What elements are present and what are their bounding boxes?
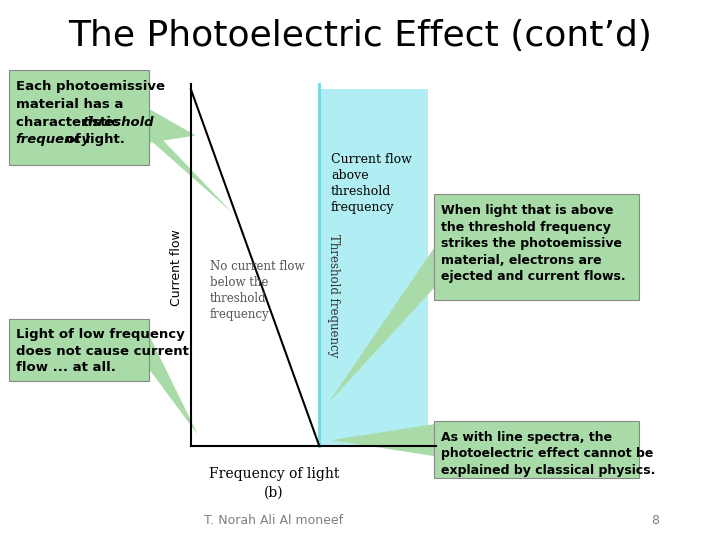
Text: Frequency of light: Frequency of light: [209, 467, 339, 481]
Polygon shape: [328, 246, 436, 403]
Bar: [319, 89, 428, 446]
Text: Each photoemissive: Each photoemissive: [16, 80, 165, 93]
Text: (b): (b): [264, 486, 284, 500]
FancyBboxPatch shape: [434, 194, 639, 300]
FancyBboxPatch shape: [9, 70, 149, 165]
Text: 8: 8: [651, 514, 660, 526]
Text: Current flow: Current flow: [170, 229, 184, 306]
Polygon shape: [148, 108, 196, 143]
Text: As with line spectra, the
photoelectric effect cannot be
explained by classical : As with line spectra, the photoelectric …: [441, 431, 656, 477]
Polygon shape: [331, 424, 436, 456]
FancyBboxPatch shape: [9, 319, 149, 381]
Text: of light.: of light.: [61, 133, 125, 146]
Text: T. Norah Ali Al moneef: T. Norah Ali Al moneef: [204, 514, 343, 526]
Text: frequency: frequency: [16, 133, 91, 146]
Text: When light that is above
the threshold frequency
strikes the photoemissive
mater: When light that is above the threshold f…: [441, 204, 626, 283]
Polygon shape: [148, 124, 233, 214]
FancyBboxPatch shape: [434, 421, 639, 478]
Text: characteristic: characteristic: [16, 116, 123, 129]
Text: Light of low frequency
does not cause current
flow ... at all.: Light of low frequency does not cause cu…: [16, 328, 189, 374]
Text: material has a: material has a: [16, 98, 123, 111]
Text: The Photoelectric Effect (cont’d): The Photoelectric Effect (cont’d): [68, 19, 652, 53]
Text: Threshold frequency: Threshold frequency: [327, 234, 340, 357]
Polygon shape: [148, 332, 198, 435]
Text: No current flow
below the
threshold
frequency: No current flow below the threshold freq…: [210, 260, 305, 321]
Text: Current flow
above
threshold
frequency: Current flow above threshold frequency: [331, 153, 412, 214]
Text: threshold: threshold: [83, 116, 154, 129]
